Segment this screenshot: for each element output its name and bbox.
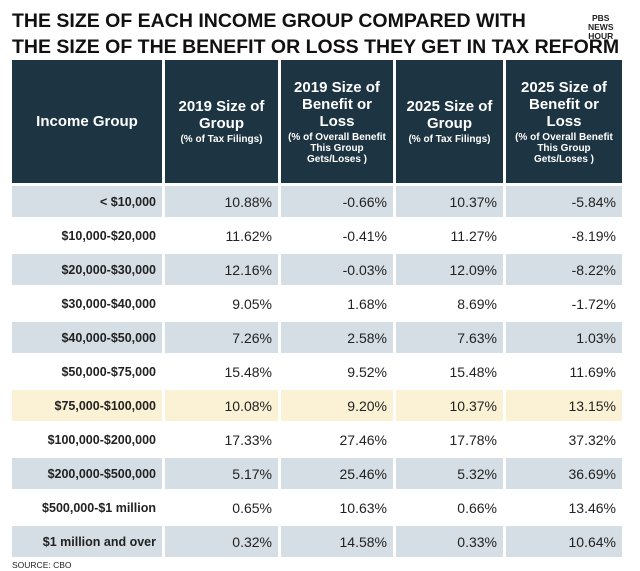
cell: 9.52% [347,363,387,380]
cell: 11.27% [450,227,497,244]
cell: 11.69% [569,363,616,380]
header-sub: (% of Overall Benefit This Group Gets/Lo… [515,131,613,165]
row-label: $75,000-$100,000 [12,390,162,421]
header-sub: (% of Tax Filings) [180,134,263,145]
cell: 11.62% [225,227,272,244]
row-label: $40,000-$50,000 [12,322,162,353]
row-label: $200,000-$500,000 [12,458,162,489]
cell: 7.26% [165,322,278,353]
row-label: $10,000-$20,000 [61,228,156,243]
cell: -8.22% [506,254,622,285]
row-label: $500,000-$1 million [42,500,156,515]
cell: 15.48% [449,363,497,380]
column-header: 2025 Size of Benefit or Loss (% of Overal… [506,60,622,183]
cell: 1.68% [347,295,387,312]
cell: 10.64% [506,526,622,557]
cell: -1.72% [571,295,616,312]
cell: -8.19% [571,227,616,244]
column-header: Income Group [12,60,162,183]
header-sub: (% of Overall Benefit This Group Gets/Lo… [288,131,386,165]
cell: 7.63% [396,322,503,353]
cell: -5.84% [506,186,622,217]
logo: PBS NEWS HOUR [588,14,614,41]
cell: 0.66% [457,499,497,516]
cell: 14.58% [281,526,393,557]
cell: 15.48% [224,363,272,380]
cell: 8.69% [457,295,497,312]
row-label: $100,000-$200,000 [47,432,156,447]
cell: 5.32% [396,458,503,489]
cell: 10.08% [165,390,278,421]
cell: -0.03% [281,254,393,285]
cell: 17.78% [449,431,497,448]
header-main: 2025 Size of Group [406,98,493,132]
cell: 0.32% [165,526,278,557]
column-header: 2019 Size of Benefit or Loss (% of Overal… [281,60,393,183]
logo-text: HOUR [588,31,614,41]
header-sub: (% of Tax Filings) [408,134,491,145]
cell: 2.58% [281,322,393,353]
cell: 25.46% [281,458,393,489]
column-header: 2019 Size of Group (% of Tax Filings) [165,60,278,183]
header-main: 2019 Size of Benefit or Loss [294,78,380,130]
cell: 1.03% [506,322,622,353]
title-line: THE SIZE OF EACH INCOME GROUP COMPARED W… [12,10,526,32]
cell: 9.20% [281,390,393,421]
row-label: $50,000-$75,000 [61,364,156,379]
column-header: 2025 Size of Group (% of Tax Filings) [396,60,503,183]
row-label: $20,000-$30,000 [12,254,162,285]
cell: 10.37% [396,186,503,217]
cell: -0.66% [281,186,393,217]
cell: 10.88% [165,186,278,217]
row-label: $1 million and over [12,526,162,557]
cell: 12.09% [396,254,503,285]
row-label: < $10,000 [12,186,162,217]
title-line: THE SIZE OF THE BENEFIT OR LOSS THEY GET… [12,36,620,58]
cell: 10.63% [339,499,387,516]
logo-text: NEWS [588,22,614,32]
cell: 17.33% [224,431,272,448]
source: SOURCE: CBO [12,560,72,570]
cell: 12.16% [165,254,278,285]
cell: 10.37% [396,390,503,421]
title: THE SIZE OF EACH INCOME GROUP COMPARED W… [12,8,619,60]
cell: 36.69% [506,458,622,489]
cell: 27.46% [339,431,387,448]
cell: 37.32% [568,431,616,448]
header-main: 2025 Size of Benefit or Loss [521,78,607,130]
cell: 9.05% [232,295,272,312]
table: Income Group 2019 Size of Group (% of Tax … [12,60,622,557]
cell: -0.41% [342,227,387,244]
cell: 5.17% [165,458,278,489]
cell: 0.65% [232,499,272,516]
row-label: $30,000-$40,000 [61,296,156,311]
header-main: Income Group [36,113,138,130]
cell: 13.15% [506,390,622,421]
cell: 0.33% [396,526,503,557]
header-main: 2019 Size of Group [178,98,265,132]
logo-text: PBS [592,13,610,23]
cell: 13.46% [568,499,616,516]
